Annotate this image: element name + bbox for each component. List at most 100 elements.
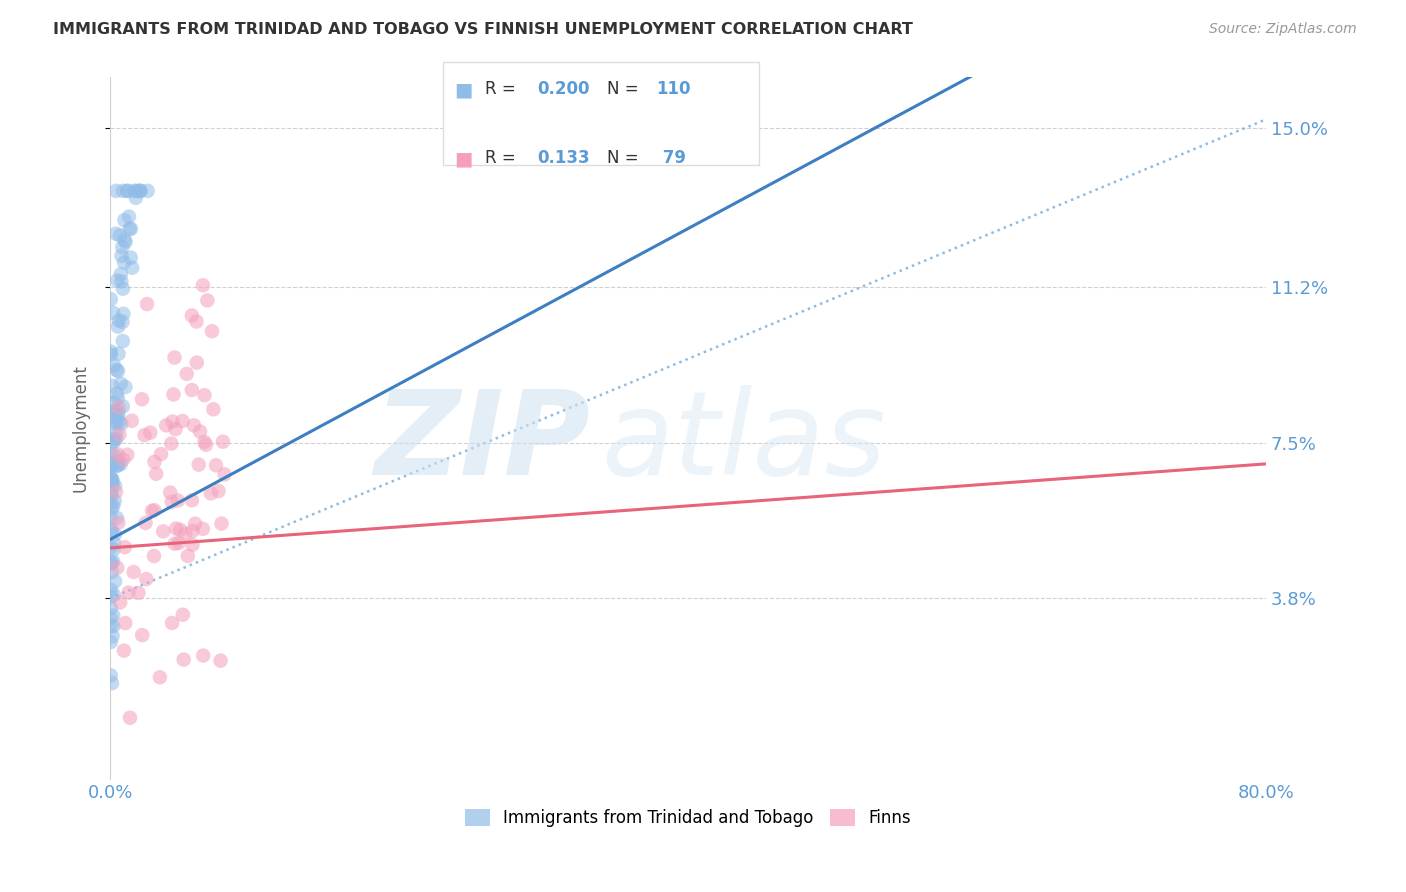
Point — [104, 404, 127, 418]
Text: ■: ■ — [454, 80, 472, 99]
Point — [100, 511, 122, 525]
Point — [101, 555, 124, 569]
Point — [100, 582, 122, 597]
Point — [117, 184, 139, 198]
Point — [114, 233, 136, 247]
Point — [104, 574, 127, 589]
Text: R =: R = — [485, 149, 526, 167]
Point — [101, 501, 124, 516]
Point — [103, 447, 125, 461]
Point — [101, 676, 124, 690]
Point — [111, 334, 134, 348]
Point — [124, 184, 146, 198]
Point — [160, 615, 183, 630]
Point — [205, 458, 228, 473]
Point — [129, 184, 152, 198]
Y-axis label: Unemployment: Unemployment — [72, 364, 89, 492]
Point — [107, 319, 129, 334]
Point — [103, 588, 125, 602]
Point — [150, 447, 173, 461]
Point — [107, 401, 129, 415]
Point — [152, 524, 174, 539]
Point — [100, 541, 122, 555]
Point — [114, 235, 136, 249]
Point — [107, 347, 129, 361]
Point — [176, 367, 198, 381]
Point — [110, 376, 132, 391]
Point — [100, 292, 122, 306]
Point — [134, 428, 156, 442]
Point — [167, 536, 190, 550]
Point — [114, 380, 136, 394]
Point — [100, 590, 122, 604]
Point — [197, 293, 219, 308]
Point — [103, 404, 125, 418]
Point — [103, 619, 125, 633]
Point — [107, 458, 129, 473]
Point — [186, 355, 208, 369]
Point — [166, 493, 188, 508]
Point — [100, 347, 122, 361]
Point — [114, 616, 136, 631]
Point — [107, 404, 129, 418]
Point — [112, 643, 135, 657]
Point — [107, 447, 129, 461]
Point — [104, 494, 127, 508]
Point — [214, 467, 236, 482]
Point — [107, 391, 129, 405]
Point — [107, 409, 129, 423]
Point — [100, 556, 122, 570]
Point — [136, 297, 159, 311]
Point — [165, 521, 187, 535]
Text: 79: 79 — [657, 149, 686, 167]
Point — [193, 648, 215, 663]
Point — [100, 470, 122, 484]
Point — [103, 456, 125, 470]
Point — [125, 191, 148, 205]
Point — [101, 458, 124, 472]
Point — [111, 184, 134, 198]
Point — [181, 493, 204, 508]
Point — [186, 314, 208, 328]
Point — [100, 344, 122, 359]
Text: N =: N = — [607, 149, 644, 167]
Text: N =: N = — [607, 80, 644, 98]
Point — [143, 455, 166, 469]
Point — [108, 228, 131, 243]
Point — [110, 417, 132, 431]
Point — [202, 402, 225, 417]
Text: atlas: atlas — [602, 385, 886, 500]
Point — [160, 495, 183, 509]
Point — [162, 387, 184, 401]
Point — [131, 628, 153, 642]
Point — [100, 601, 122, 615]
Point — [127, 586, 149, 600]
Point — [111, 240, 134, 254]
Point — [177, 549, 200, 563]
Point — [100, 611, 122, 625]
Point — [120, 222, 142, 236]
Point — [163, 351, 186, 365]
Point — [136, 184, 159, 198]
Text: Source: ZipAtlas.com: Source: ZipAtlas.com — [1209, 22, 1357, 37]
Point — [107, 516, 129, 530]
Point — [135, 516, 157, 530]
Point — [101, 412, 124, 426]
Point — [108, 454, 131, 468]
Point — [100, 476, 122, 491]
Point — [209, 654, 232, 668]
Point — [191, 522, 214, 536]
Point — [122, 565, 145, 579]
Text: 0.133: 0.133 — [537, 149, 589, 167]
Point — [100, 498, 122, 512]
Point — [117, 585, 139, 599]
Point — [107, 364, 129, 378]
Point — [149, 670, 172, 684]
Point — [118, 711, 141, 725]
Point — [101, 524, 124, 538]
Point — [100, 556, 122, 570]
Point — [105, 484, 128, 499]
Point — [105, 560, 128, 574]
Point — [110, 274, 132, 288]
Point — [193, 388, 215, 402]
